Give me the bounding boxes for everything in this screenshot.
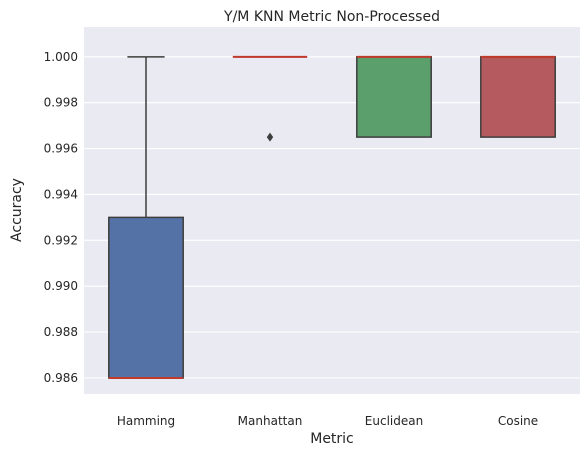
box-manhattan	[232, 55, 308, 142]
y-tick-label: 1.000	[44, 50, 78, 64]
chart-title: Y/M KNN Metric Non-Processed	[223, 9, 440, 25]
box-euclidean	[356, 55, 432, 138]
x-tick-label: Cosine	[498, 414, 538, 428]
x-tick-label: Manhattan	[238, 414, 303, 428]
y-tick-label: 0.988	[44, 325, 78, 339]
outlier-point	[266, 132, 274, 142]
y-tick-labels: 0.986 0.988 0.990 0.992 0.994 0.996 0.998 1.000	[44, 50, 78, 385]
box-body	[108, 216, 184, 379]
y-tick-label: 0.998	[44, 96, 78, 110]
x-tick-label: Hamming	[117, 414, 175, 428]
y-tick-label: 0.996	[44, 142, 78, 156]
y-axis-label: Accuracy	[9, 178, 25, 242]
box-hamming	[108, 56, 184, 379]
x-tick-labels: Hamming Manhattan Euclidean Cosine	[117, 414, 538, 428]
x-axis-label: Metric	[310, 431, 354, 447]
y-tick-label: 0.994	[44, 187, 78, 201]
y-tick-label: 0.990	[44, 279, 78, 293]
box-body	[356, 56, 432, 138]
boxes	[108, 55, 556, 379]
box-body	[480, 56, 556, 138]
y-tick-label: 0.986	[44, 371, 78, 385]
x-tick-label: Euclidean	[365, 414, 423, 428]
box-cosine	[480, 55, 556, 138]
y-tick-label: 0.992	[44, 233, 78, 247]
